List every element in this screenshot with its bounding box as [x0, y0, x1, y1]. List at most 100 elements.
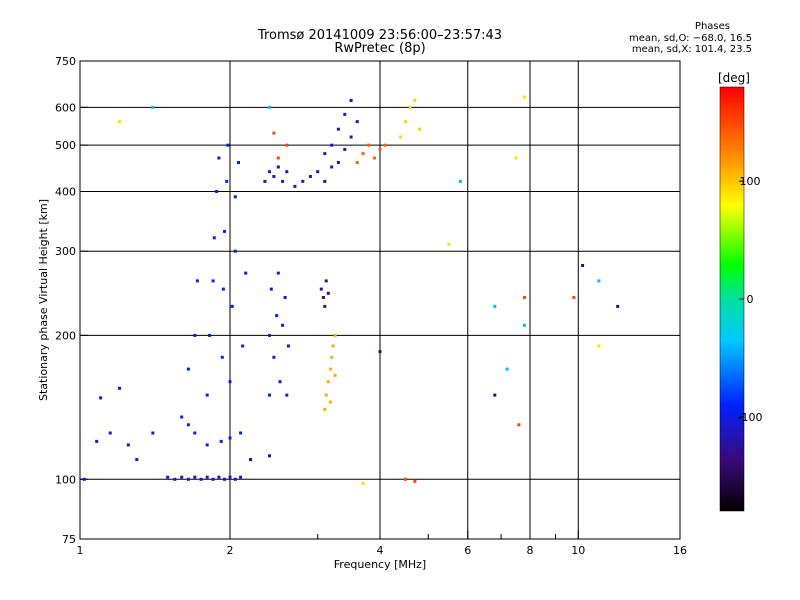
data-point	[211, 279, 215, 283]
y-tick-label: 600	[55, 101, 76, 114]
y-tick-label: 100	[55, 473, 76, 486]
data-point	[308, 175, 312, 178]
data-point	[330, 355, 334, 359]
data-point	[616, 304, 620, 308]
data-point	[413, 479, 417, 483]
x-tick-label: 4	[377, 544, 384, 557]
data-point	[233, 249, 237, 253]
data-point	[597, 344, 601, 348]
axis-ticks: 1 2 4 6 8 10 16 75 100 200 300 400 500 600 750	[55, 55, 687, 557]
data-point	[244, 271, 248, 275]
data-point	[281, 323, 285, 327]
data-point	[399, 135, 403, 139]
y-axis-label: Stationary phase Virtual Height [km]	[37, 199, 50, 401]
data-point	[285, 393, 289, 397]
data-point	[343, 112, 347, 116]
data-point	[205, 443, 209, 447]
data-point	[205, 393, 209, 397]
data-point	[173, 477, 177, 481]
data-point	[493, 393, 497, 397]
data-point	[186, 367, 190, 371]
data-point	[151, 431, 155, 435]
data-point	[418, 127, 421, 131]
data-point	[211, 477, 215, 481]
data-point	[367, 143, 371, 147]
data-point	[228, 380, 232, 384]
x-tick-label: 16	[673, 544, 687, 557]
data-point	[272, 355, 276, 359]
stats-o-mode: mean, sd,O: −68.0, 16.5	[629, 33, 752, 44]
data-point	[349, 99, 353, 102]
data-point	[108, 431, 112, 435]
colorbar-ticks: -100 0 100	[738, 175, 763, 424]
data-point	[272, 175, 276, 178]
data-point	[281, 179, 285, 183]
data-point	[324, 279, 328, 283]
data-point	[336, 127, 340, 131]
data-point	[180, 415, 184, 419]
data-point	[263, 179, 267, 183]
data-point	[447, 242, 451, 246]
data-point	[408, 105, 412, 109]
data-point	[413, 99, 417, 102]
data-point	[523, 95, 526, 99]
data-point	[135, 458, 139, 461]
data-point	[572, 296, 576, 299]
data-point	[523, 296, 526, 299]
data-point	[275, 314, 279, 318]
data-point	[361, 482, 365, 485]
data-point	[278, 380, 282, 384]
data-point	[330, 165, 334, 169]
colorbar-tick-label: 0	[747, 293, 754, 306]
data-points	[82, 95, 620, 485]
data-point	[336, 161, 340, 164]
data-point	[383, 143, 387, 147]
data-point	[293, 184, 297, 188]
data-point	[223, 477, 226, 481]
y-tick-label: 500	[55, 139, 76, 152]
data-point	[323, 179, 327, 183]
data-point	[343, 147, 347, 151]
data-point	[225, 179, 229, 183]
data-point	[333, 333, 337, 337]
data-point	[323, 304, 327, 308]
y-tick-label: 300	[55, 245, 76, 258]
chart-title: Tromsø 20141009 23:56:00–23:57:43	[257, 28, 503, 43]
y-tick-label: 400	[55, 185, 76, 198]
data-point	[228, 475, 232, 479]
data-point	[301, 179, 305, 183]
data-point	[404, 477, 407, 481]
data-point	[151, 105, 155, 109]
data-point	[268, 333, 271, 337]
data-point	[505, 367, 509, 371]
data-point	[276, 156, 280, 160]
data-point	[328, 367, 332, 371]
data-point	[333, 373, 337, 377]
data-point	[355, 120, 359, 124]
data-point	[272, 131, 276, 135]
data-point	[324, 393, 328, 397]
data-point	[355, 161, 359, 164]
x-tick-label: 8	[527, 544, 534, 557]
data-point	[514, 156, 518, 160]
data-point	[321, 296, 325, 299]
data-point	[249, 458, 253, 461]
data-point	[220, 355, 224, 359]
data-point	[228, 436, 232, 440]
data-point	[239, 475, 243, 479]
data-point	[199, 477, 203, 481]
data-point	[323, 407, 327, 411]
y-tick-label: 750	[55, 55, 76, 68]
data-point	[205, 475, 209, 479]
data-point	[208, 333, 212, 337]
data-point	[239, 431, 243, 435]
data-point	[230, 304, 234, 308]
data-point	[241, 344, 245, 348]
data-point	[268, 454, 271, 458]
data-point	[223, 229, 226, 233]
colorbar-label: [deg]	[718, 71, 750, 85]
data-point	[186, 477, 190, 481]
data-point	[378, 147, 382, 151]
data-point	[221, 287, 225, 291]
data-point	[268, 393, 271, 397]
